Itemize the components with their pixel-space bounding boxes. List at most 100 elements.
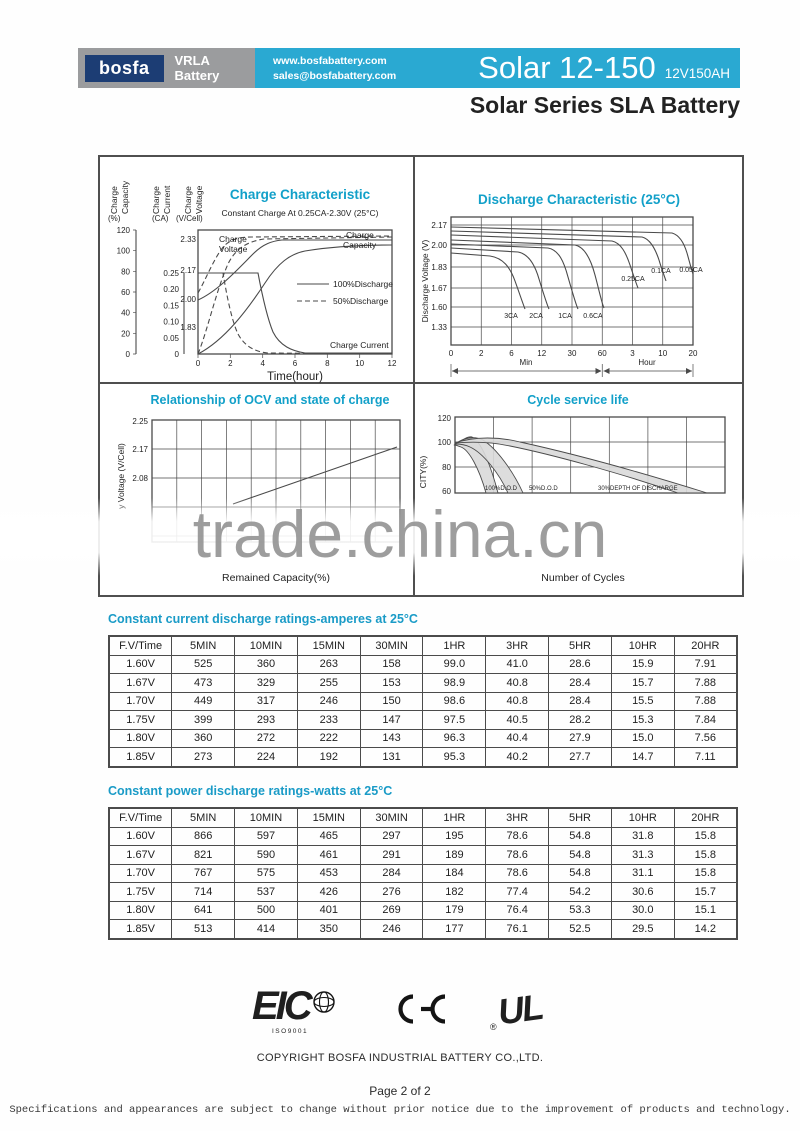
svg-text:Capacity: Capacity — [343, 240, 377, 250]
cell-value: 15.0 — [610, 728, 675, 748]
chart-title: Relationship of OCV and state of charge — [151, 393, 390, 407]
cell-value: 41.0 — [485, 654, 550, 674]
svg-text:10: 10 — [658, 349, 667, 358]
cell-value: 31.8 — [610, 826, 675, 846]
svg-text:1CA: 1CA — [558, 313, 572, 320]
cell-value: 329 — [234, 673, 298, 693]
table-row: 1.67V 821 590 461 291 189 78.6 54.8 31.3 15.8 — [108, 845, 738, 865]
current-axis: Charge Current (CA) 0.25 0.20 0.15 0.10 … — [151, 185, 185, 359]
cell-value: 195 — [422, 826, 487, 846]
header-gray-bar: bosfa VRLA Battery — [78, 48, 255, 88]
cell-value: 28.4 — [548, 691, 612, 711]
chart-annotations: Charge Voltage Charge Capacity Charge Cu… — [219, 230, 389, 350]
svg-text:0.6CA: 0.6CA — [583, 313, 603, 320]
cell-value: 158 — [359, 654, 424, 674]
eic-text: EIC — [252, 984, 314, 1028]
svg-text:0.20: 0.20 — [163, 285, 179, 294]
cell-value: 15.7 — [673, 882, 738, 902]
cell-value: 14.7 — [610, 747, 675, 767]
cell-value: 53.3 — [548, 900, 612, 920]
svg-text:Charge: Charge — [219, 234, 247, 244]
cell-value: 28.6 — [548, 654, 612, 674]
svg-text:Voltage: Voltage — [219, 244, 248, 254]
cell-value: 179 — [422, 900, 487, 920]
svg-text:0: 0 — [175, 350, 180, 359]
plot-frame — [454, 416, 726, 494]
cell-value: 40.4 — [485, 728, 550, 748]
svg-text:0.1CA: 0.1CA — [651, 268, 671, 275]
cell-value: 76.4 — [485, 900, 550, 920]
watermark-glow-band — [0, 498, 800, 576]
column-header: 15MIN — [296, 635, 361, 656]
hour-unit-label: Hour — [638, 358, 656, 367]
svg-text:2.17: 2.17 — [132, 445, 148, 454]
table-header-row: F.V/Time 5MIN 10MIN 15MIN 30MIN 1HR 3HR 5HR 10HR… — [108, 807, 738, 828]
cell-value: 453 — [296, 863, 361, 883]
chart-discharge-characteristic: Discharge Characteristic (25°C) Discharg… — [415, 157, 742, 384]
band-30dod — [454, 437, 708, 494]
cell-value: 29.5 — [610, 919, 675, 939]
curve-capacity-50 — [197, 236, 393, 355]
svg-text:6: 6 — [293, 359, 298, 368]
table-title: Constant current discharge ratings-amper… — [108, 612, 418, 626]
curve-1ca — [450, 243, 579, 310]
cell-value: 27.9 — [548, 728, 612, 748]
cell-value: 78.6 — [485, 863, 550, 883]
cell-value: 97.5 — [422, 710, 487, 730]
cell-value: 284 — [359, 863, 424, 883]
column-header: 1HR — [422, 635, 487, 656]
ul-logo: ® UL — [490, 986, 545, 1033]
cell-value: 15.9 — [610, 654, 675, 674]
svg-text:60: 60 — [442, 487, 451, 496]
cell-value: 177 — [422, 919, 487, 939]
cell-value: 15.8 — [673, 845, 738, 865]
chart-ocv-state-of-charge: Relationship of OCV and state of charge … — [100, 384, 415, 595]
svg-text:Charge: Charge — [346, 230, 374, 240]
cell-value: 426 — [296, 882, 361, 902]
svg-text:80: 80 — [121, 267, 130, 276]
current-unit: (CA) — [152, 214, 169, 223]
svg-text:Charge: Charge — [183, 186, 193, 214]
table-row: 1.60V 525 360 263 158 99.0 41.0 28.6 15.9 7.91 — [108, 654, 738, 674]
cell-value: 131 — [359, 747, 424, 767]
cell-value: 98.9 — [422, 673, 487, 693]
cell-value: 184 — [422, 863, 487, 883]
column-header: 5MIN — [171, 807, 236, 828]
row-voltage-label: 1.85V — [108, 747, 173, 767]
svg-text:1.33: 1.33 — [431, 323, 447, 332]
curve-025ca — [450, 234, 639, 289]
cell-value: 192 — [296, 747, 361, 767]
svg-text:1.83: 1.83 — [431, 263, 447, 272]
cell-value: 54.2 — [548, 882, 612, 902]
column-header: 15MIN — [296, 807, 361, 828]
svg-text:2: 2 — [479, 349, 484, 358]
ce-logo — [398, 994, 446, 1024]
svg-text:30: 30 — [568, 349, 577, 358]
cell-value: 269 — [359, 900, 424, 920]
header-blue-bar: www.bosfabattery.com sales@bosfabattery.… — [255, 48, 740, 88]
copyright-line: COPYRIGHT BOSFA INDUSTRIAL BATTERY CO.,L… — [256, 1052, 544, 1064]
table-title: Constant power discharge ratings-watts a… — [108, 784, 393, 798]
column-header: 3HR — [485, 807, 550, 828]
svg-text:60: 60 — [598, 349, 607, 358]
cell-value: 40.8 — [485, 691, 550, 711]
cell-value: 77.4 — [485, 882, 550, 902]
cell-value: 293 — [234, 710, 298, 730]
svg-text:40: 40 — [121, 309, 130, 318]
row-voltage-label: 1.60V — [108, 654, 173, 674]
cell-value: 297 — [359, 826, 424, 846]
band-labels: 100%D.O.D 50%D.O.D 30%DEPTH OF DISCHARGE — [485, 486, 678, 492]
column-header: 5HR — [548, 635, 612, 656]
cell-value: 147 — [359, 710, 424, 730]
model-rating: 12V150AH — [664, 66, 730, 81]
svg-text:2.00: 2.00 — [431, 241, 447, 250]
svg-text:1.83: 1.83 — [180, 323, 196, 332]
cell-value: 525 — [171, 654, 236, 674]
curve-labels: 3CA 2CA 1CA 0.6CA 0.25CA 0.1CA 0.05CA — [504, 267, 703, 320]
cell-value: 7.91 — [673, 654, 738, 674]
cell-value: 233 — [296, 710, 361, 730]
svg-text:1.67: 1.67 — [431, 284, 447, 293]
cell-value: 7.88 — [673, 691, 738, 711]
svg-text:8: 8 — [325, 359, 330, 368]
svg-text:30%DEPTH OF DISCHARGE: 30%DEPTH OF DISCHARGE — [598, 486, 678, 492]
